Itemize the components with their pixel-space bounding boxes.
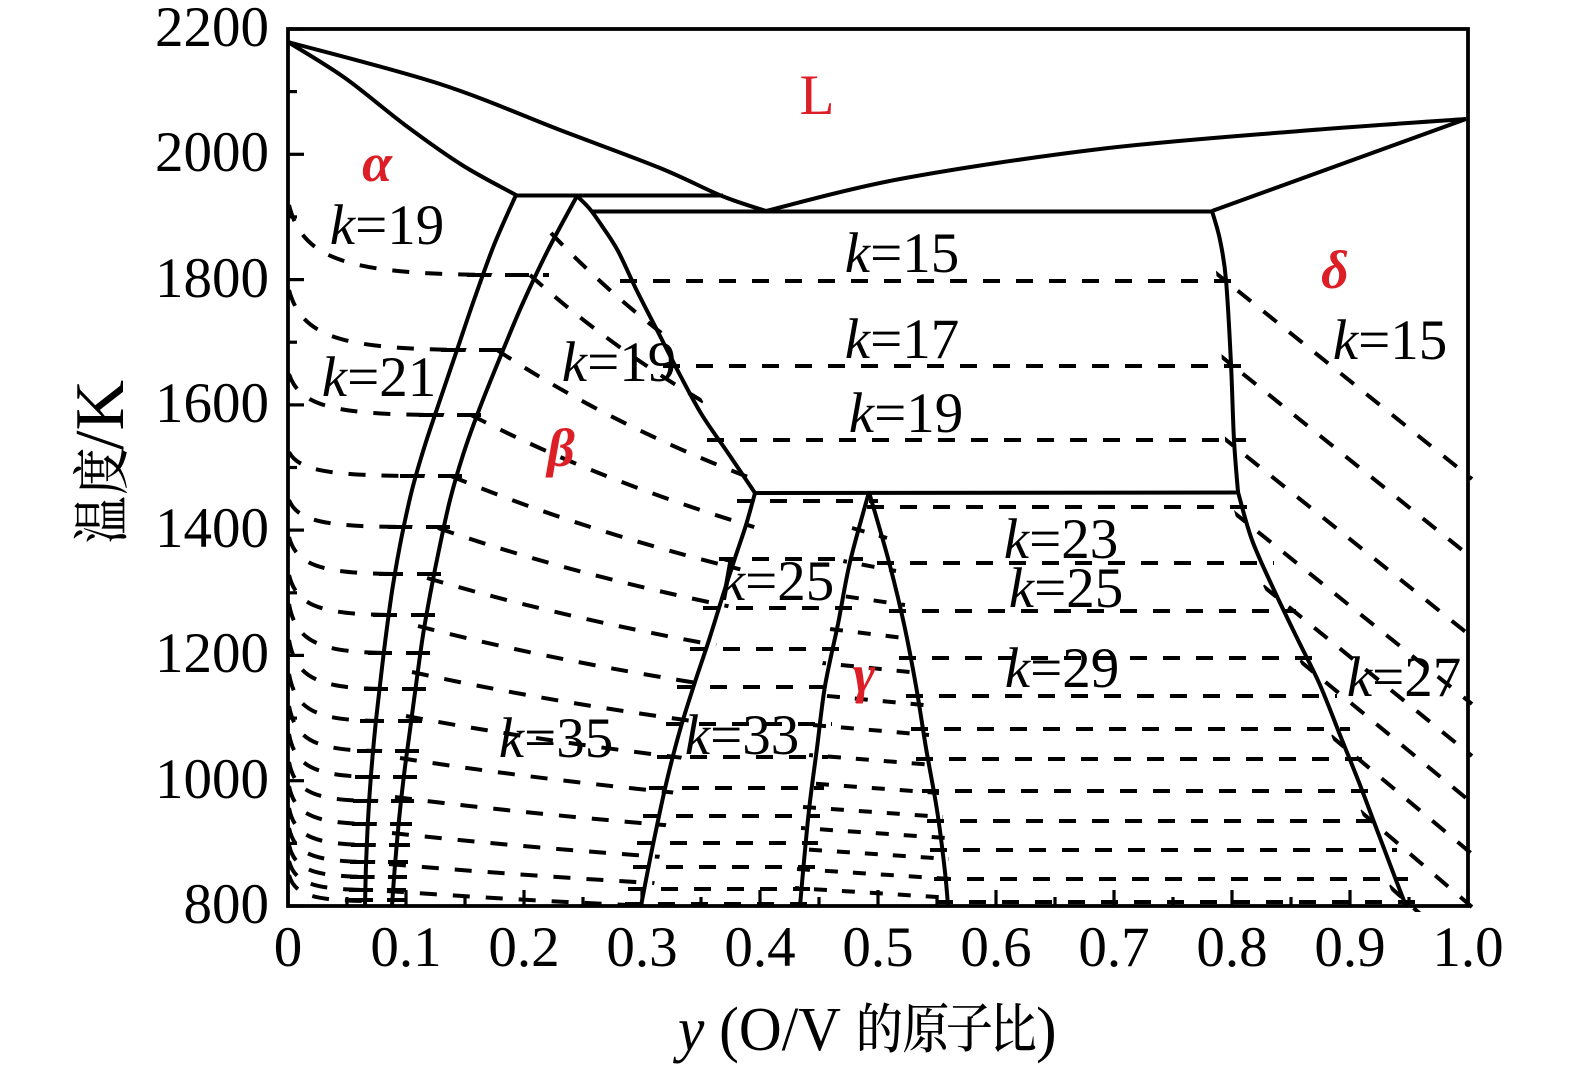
svg-text:0.7: 0.7 <box>1078 916 1149 979</box>
svg-text:0.3: 0.3 <box>606 916 677 979</box>
svg-text:2200: 2200 <box>155 0 269 59</box>
svg-text:1400: 1400 <box>155 497 269 560</box>
svg-text:0.5: 0.5 <box>842 916 913 979</box>
svg-text:k=19: k=19 <box>849 382 963 445</box>
svg-text:0.6: 0.6 <box>960 916 1031 979</box>
svg-text:1600: 1600 <box>155 372 269 435</box>
svg-text:k=25: k=25 <box>1009 557 1123 620</box>
svg-text:k=23: k=23 <box>1004 508 1118 571</box>
svg-text:0.9: 0.9 <box>1314 916 1385 979</box>
svg-text:0.2: 0.2 <box>488 916 559 979</box>
svg-text:k=21: k=21 <box>322 346 436 409</box>
svg-text:1.0: 1.0 <box>1432 916 1503 979</box>
svg-text:2000: 2000 <box>155 121 269 184</box>
svg-text:L: L <box>800 64 835 127</box>
svg-text:0: 0 <box>274 916 303 979</box>
svg-text:k=19: k=19 <box>562 331 676 394</box>
svg-text:k=19: k=19 <box>330 194 444 257</box>
svg-text:1800: 1800 <box>155 247 269 310</box>
svg-text:1200: 1200 <box>155 622 269 685</box>
svg-text:β: β <box>545 418 575 478</box>
svg-text:k=25: k=25 <box>720 550 834 613</box>
svg-text:800: 800 <box>184 873 270 936</box>
svg-text:/K: /K <box>62 380 139 450</box>
svg-text:k=17: k=17 <box>845 308 959 371</box>
svg-text:γ: γ <box>853 644 876 704</box>
svg-text:α: α <box>362 133 393 193</box>
svg-text:0.8: 0.8 <box>1196 916 1267 979</box>
svg-text:k=35: k=35 <box>499 707 613 770</box>
svg-text:0.1: 0.1 <box>370 916 441 979</box>
svg-text:k=29: k=29 <box>1005 637 1119 700</box>
svg-text:0.4: 0.4 <box>724 916 795 979</box>
svg-text:1000: 1000 <box>155 748 269 811</box>
svg-text:k=15: k=15 <box>845 222 959 285</box>
svg-text:y (O/V: y (O/V <box>672 996 841 1064</box>
svg-text:): ) <box>1036 996 1057 1064</box>
svg-text:δ: δ <box>1321 240 1349 300</box>
svg-text:k=33: k=33 <box>685 704 799 767</box>
svg-text:k=27: k=27 <box>1347 646 1461 709</box>
svg-text:k=15: k=15 <box>1333 309 1447 372</box>
